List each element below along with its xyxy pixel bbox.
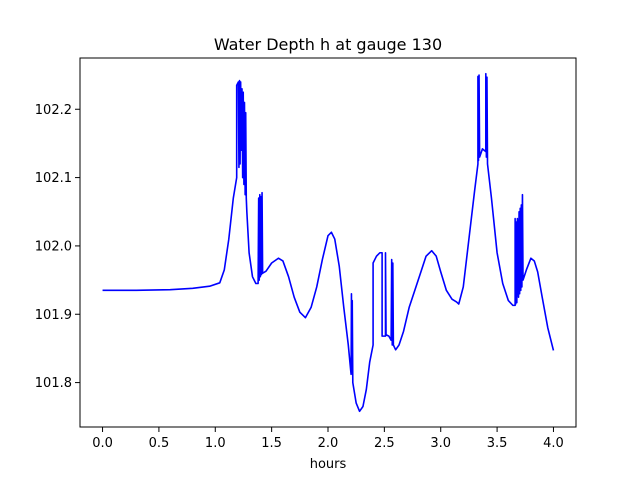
x-tick-label: 3.0	[430, 436, 451, 451]
x-tick-label: 2.0	[318, 436, 339, 451]
plot-frame	[79, 57, 577, 428]
y-tick-label: 102.1	[35, 171, 72, 186]
x-axis: 0.0 0.5 1.0 1.5 2.0 2.5 3.0 3.5 4.0	[92, 427, 564, 451]
x-tick-label: 2.5	[374, 436, 395, 451]
x-axis-label: hours	[310, 457, 347, 472]
chart-title: Water Depth h at gauge 130	[214, 35, 442, 54]
x-tick-label: 0.5	[149, 436, 170, 451]
y-tick-label: 101.8	[35, 376, 72, 391]
series-layer	[102, 72, 555, 413]
y-tick-label: 101.9	[35, 308, 72, 323]
x-tick-label: 0.0	[92, 436, 113, 451]
y-tick-label: 102.0	[35, 239, 72, 254]
x-tick-label: 3.5	[487, 436, 508, 451]
series-line-0	[102, 72, 555, 413]
y-axis: 101.8 101.9 102.0 102.1 102.2	[35, 103, 80, 391]
x-tick-label: 1.5	[261, 436, 282, 451]
x-tick-label: 1.0	[205, 436, 226, 451]
y-tick-label: 102.2	[35, 103, 72, 118]
x-tick-label: 4.0	[543, 436, 564, 451]
